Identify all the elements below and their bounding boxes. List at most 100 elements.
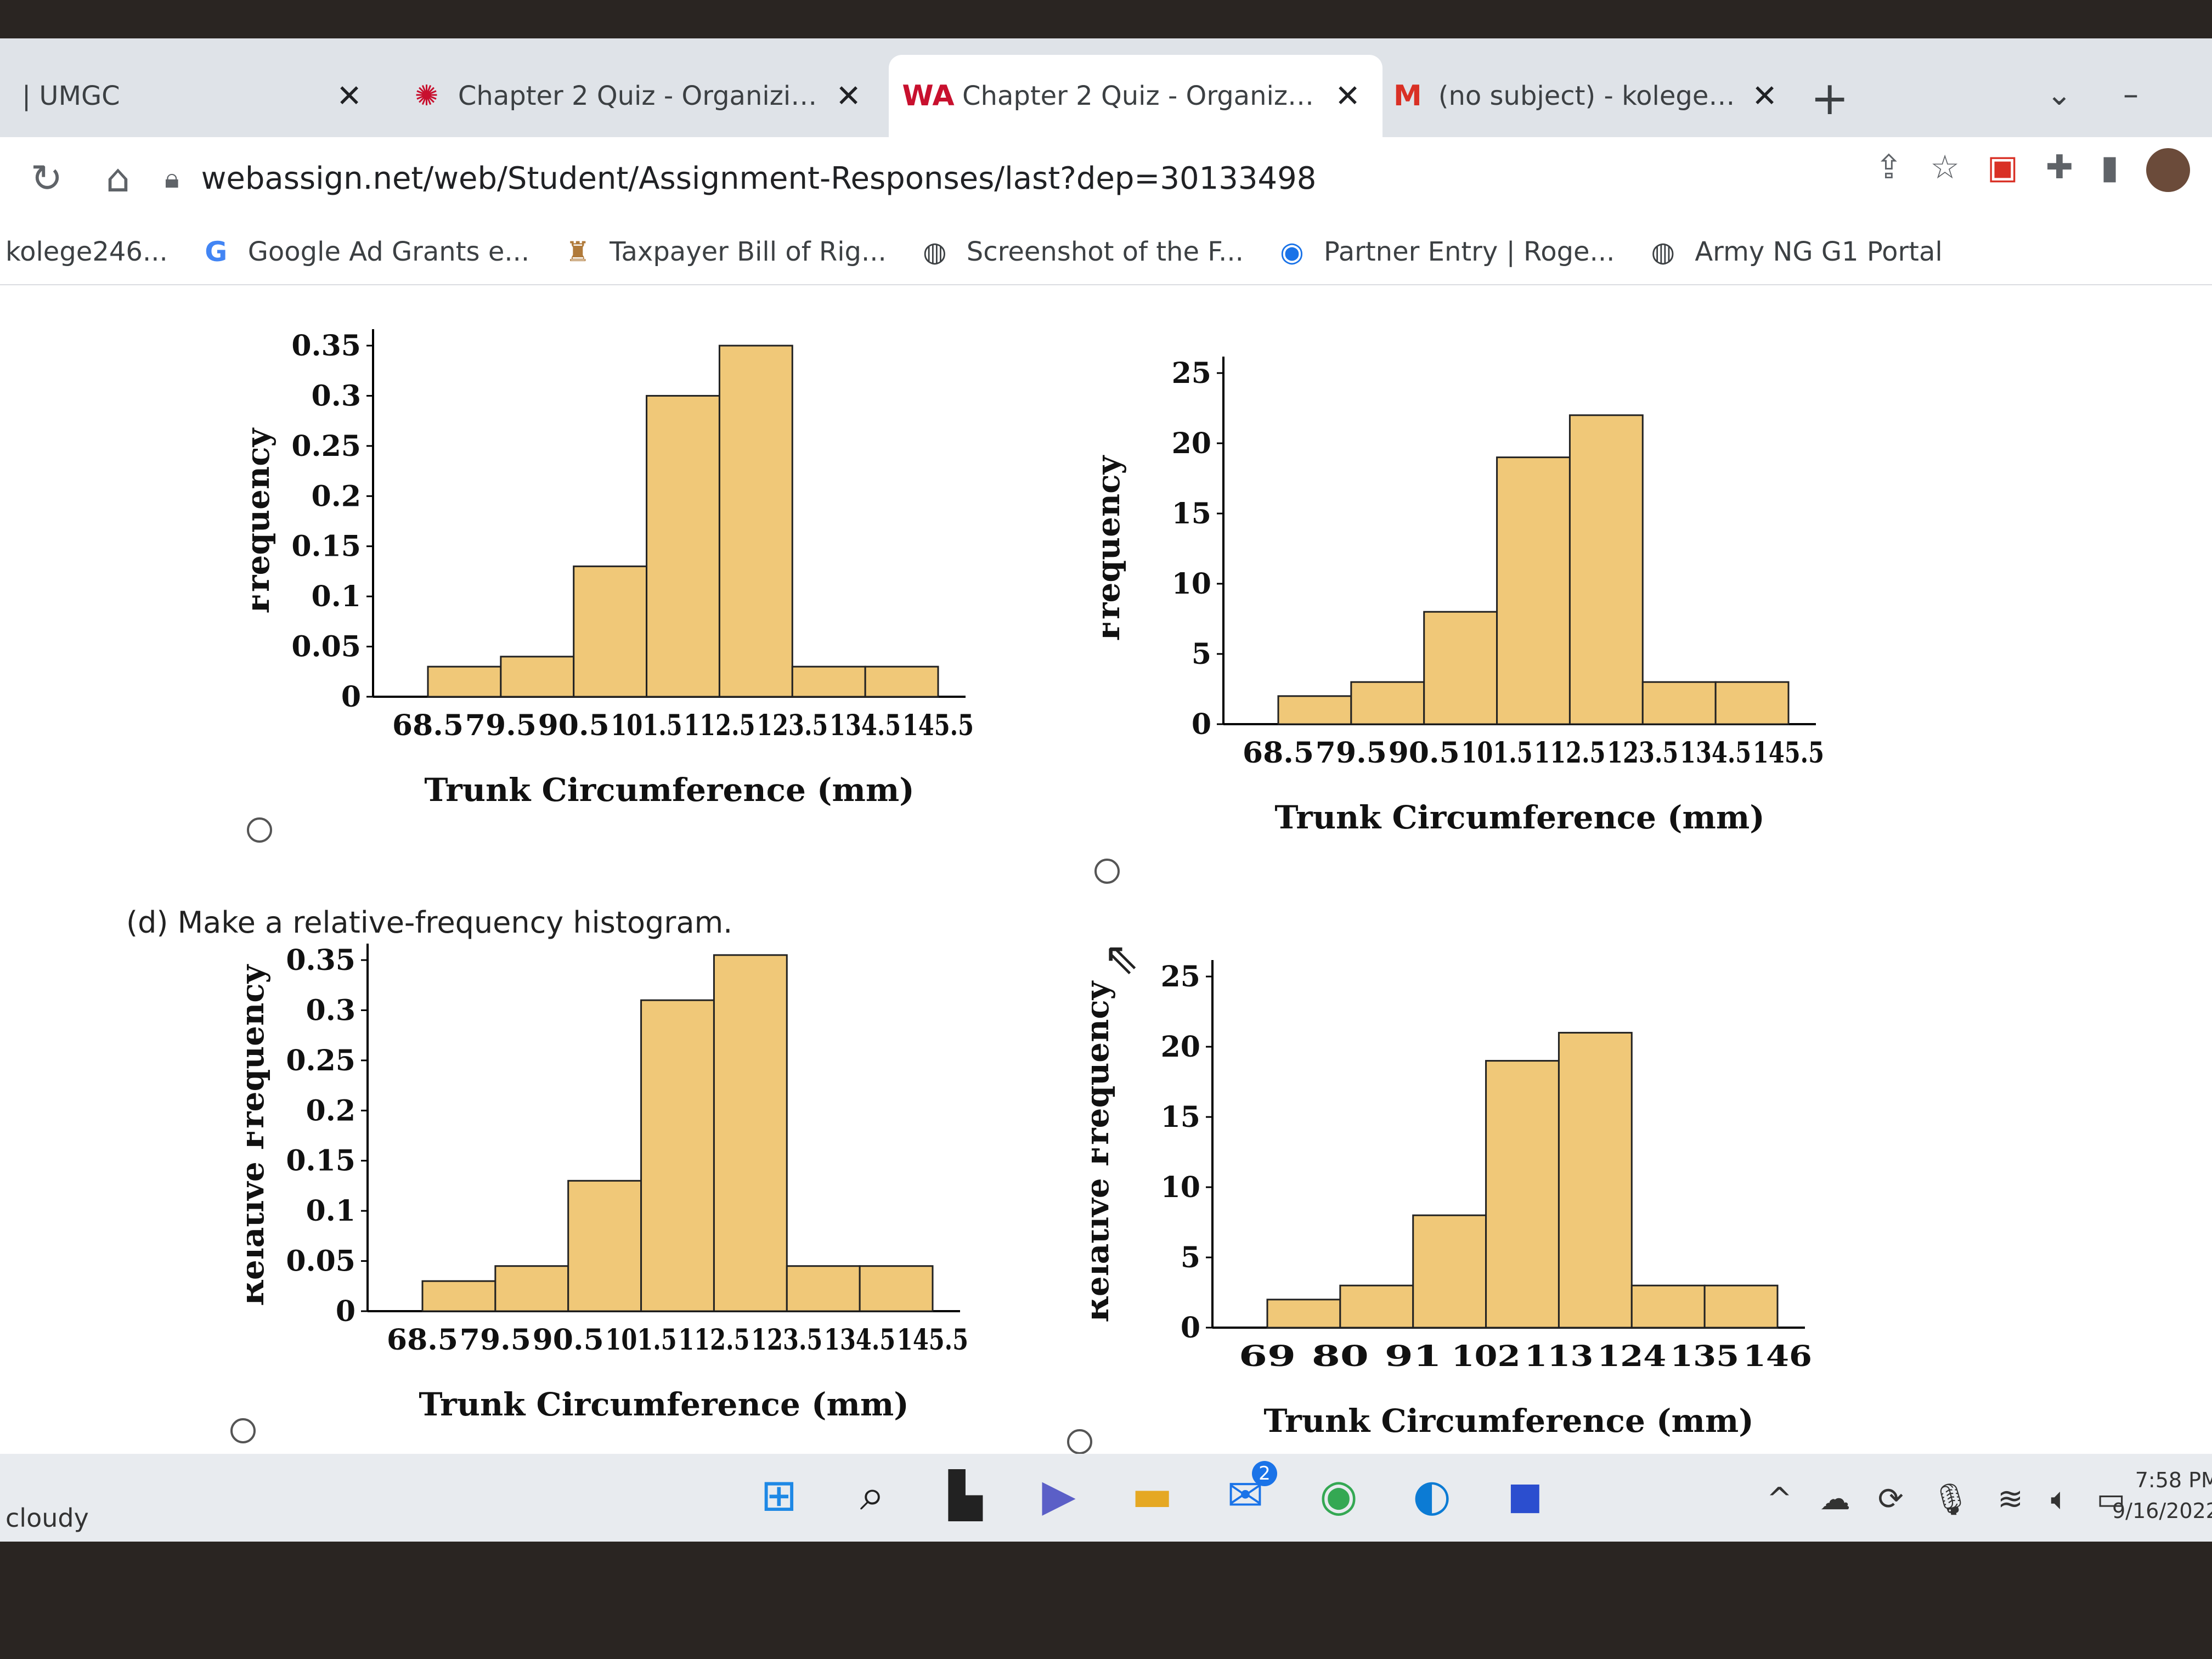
sync-icon[interactable]: ⟳ (1877, 1481, 1904, 1517)
minimize-icon[interactable]: – (2123, 77, 2138, 112)
tab-webassign-quiz[interactable]: WA Chapter 2 Quiz - Organizing Dat ✕ (889, 55, 1383, 137)
y-tick-label: 20 (1172, 427, 1211, 460)
histogram-option-1: 0 0.05 0.1 0.15 0.2 0.25 0.3 0.35 68.5 79.5 90.5 10… (252, 318, 1075, 812)
windows-start-icon[interactable]: ⊞ (760, 1469, 798, 1521)
bookmark-label: Army NG G1 Portal (1695, 236, 1943, 267)
x-tick-label: 124 (1597, 1340, 1666, 1373)
bookmark-kolege[interactable]: kolege246... (5, 236, 168, 267)
battery-icon[interactable]: ▭ (2096, 1481, 2126, 1517)
y-tick-label: 0.15 (286, 1144, 356, 1178)
x-tick-label: 91 (1385, 1340, 1442, 1373)
x-tick-label: 79.5 (460, 1323, 531, 1357)
histogram-chart: 0 0.05 0.1 0.15 0.2 0.25 0.3 0.35 68.5 79.5 90.5 10… (247, 944, 968, 1423)
x-tick-label: 112.5 (678, 1323, 749, 1357)
chevron-down-icon[interactable]: ⌄ (2046, 77, 2072, 112)
histogram-bar (1423, 611, 1498, 725)
webassign-icon: WA (902, 80, 955, 112)
x-tick-label: 101.5 (611, 709, 682, 742)
bookmark-google-ad-grants[interactable]: G Google Ad Grants e... (201, 236, 529, 268)
close-icon[interactable]: ✕ (336, 78, 362, 114)
y-tick-label: 0.35 (291, 329, 361, 363)
microphone-icon[interactable]: 🎙︎ (1931, 1482, 1970, 1517)
y-tick-label: 0.2 (306, 1094, 356, 1127)
mail-icon[interactable]: ✉ 2 (1218, 1461, 1277, 1522)
teams-chat-icon[interactable]: ▶ (1042, 1469, 1076, 1521)
wifi-icon[interactable]: ≋ (1997, 1481, 2023, 1517)
close-icon[interactable]: ✕ (1752, 78, 1778, 114)
y-tick-label: 20 (1161, 1030, 1200, 1064)
share-icon[interactable]: ⇪ (1875, 148, 1903, 187)
weather-widget[interactable]: cloudy (5, 1503, 89, 1533)
y-tick-label: 0.2 (312, 479, 361, 513)
address-text: webassign.net/web/Student/Assignment-Res… (201, 160, 1317, 196)
x-tick-label: 101.5 (1461, 736, 1532, 770)
answer-radio-2[interactable] (1094, 859, 1120, 884)
x-tick-label: 90.5 (533, 1323, 604, 1357)
histogram-option-4: 0 5 10 15 20 25 69 80 91 102 113 124 135 146 Trunk Cir… (1092, 949, 1915, 1443)
bookmark-army-ng[interactable]: ◍ Army NG G1 Portal (1647, 236, 1943, 268)
y-axis-label: Relative Frequency (247, 963, 271, 1306)
search-icon[interactable]: ⌕ (860, 1469, 885, 1520)
volume-icon[interactable]: 🔈︎ (2050, 1481, 2069, 1517)
tab-umgc[interactable]: | UMGC ✕ (0, 55, 384, 137)
clock-date: 9/16/2022 (2112, 1499, 2212, 1523)
histogram-bar (567, 1180, 642, 1312)
histogram-bar (640, 999, 715, 1312)
y-tick-label: 0.25 (291, 430, 361, 463)
y-tick-label: 0.05 (286, 1245, 356, 1278)
bookmark-screenshot[interactable]: ◍ Screenshot of the F... (919, 236, 1244, 268)
close-icon[interactable]: ✕ (836, 78, 861, 114)
gmail-icon: M (1393, 80, 1422, 112)
x-tick-label: 112.5 (1534, 736, 1605, 770)
histogram-bar (1630, 1284, 1706, 1329)
tab-title: Chapter 2 Quiz - Organizing Dat (458, 81, 820, 111)
bookmarks-bar: kolege246... G Google Ad Grants e... ♜ T… (0, 219, 2212, 285)
new-tab-button[interactable]: + (1810, 71, 1849, 125)
globe-icon: ◍ (922, 236, 947, 268)
star-icon[interactable]: ☆ (1930, 148, 1960, 187)
sidebar-icon[interactable]: ▮ (2100, 148, 2119, 187)
task-view-icon[interactable]: ▙ (949, 1469, 983, 1521)
y-tick-label: 0.15 (291, 530, 361, 563)
chrome-icon[interactable]: ◉ (1319, 1469, 1358, 1521)
cloud-icon[interactable]: ☁ (1819, 1481, 1850, 1517)
chevron-up-icon[interactable]: ^ (1767, 1481, 1792, 1517)
mail-badge: 2 (1252, 1461, 1277, 1486)
clock[interactable]: 7:58 PM 9/16/2022 (2112, 1465, 2212, 1526)
reload-icon[interactable]: ↻ (30, 156, 63, 201)
histogram-bar (1412, 1214, 1487, 1329)
y-tick-label: 10 (1172, 567, 1211, 601)
y-axis-label: Relative Frequency (1092, 980, 1116, 1323)
x-tick-label: 90.5 (1389, 736, 1460, 770)
histogram-bar (791, 665, 866, 698)
answer-radio-1[interactable] (247, 817, 272, 843)
puzzle-icon[interactable]: ✚ (2045, 148, 2073, 187)
tab-title: (no subject) - kolege246@gmail. (1438, 81, 1736, 111)
histogram-bar (1277, 695, 1352, 725)
edge-icon[interactable]: ◐ (1413, 1469, 1451, 1521)
address-bar[interactable]: 🔒︎ webassign.net/web/Student/Assignment-… (165, 148, 1810, 208)
file-explorer-icon[interactable]: ▬ (1131, 1469, 1173, 1521)
canvas-icon: ✺ (414, 80, 439, 112)
bookmark-partner-entry[interactable]: ◉ Partner Entry | Roge... (1277, 236, 1615, 268)
answer-radio-3[interactable] (230, 1418, 256, 1443)
histogram-bar (1266, 1299, 1341, 1329)
x-tick-label: 79.5 (465, 709, 537, 742)
close-icon[interactable]: ✕ (1335, 78, 1361, 114)
extension-icon[interactable]: ▣ (1987, 148, 2018, 187)
answer-radio-4[interactable] (1067, 1429, 1092, 1454)
webex-icon[interactable]: ◼ (1506, 1469, 1544, 1521)
home-icon[interactable]: ⌂ (105, 156, 131, 201)
x-tick-label: 101.5 (605, 1323, 676, 1357)
y-tick-label: 5 (1181, 1241, 1200, 1274)
y-tick-label: 5 (1192, 637, 1211, 671)
histogram-bar (1641, 681, 1717, 725)
tab-gmail[interactable]: M (no subject) - kolege246@gmail. ✕ (1372, 55, 1799, 137)
y-tick-label: 0.1 (306, 1194, 356, 1228)
y-tick-label: 15 (1172, 497, 1211, 531)
histogram-bar (718, 345, 793, 698)
tab-canvas-quiz[interactable]: ✺ Chapter 2 Quiz - Organizing Dat ✕ (390, 55, 883, 137)
avatar[interactable] (2146, 148, 2190, 192)
x-tick-label: 123.5 (751, 1323, 822, 1357)
bookmark-taxpayer[interactable]: ♜ Taxpayer Bill of Rig... (562, 236, 887, 268)
